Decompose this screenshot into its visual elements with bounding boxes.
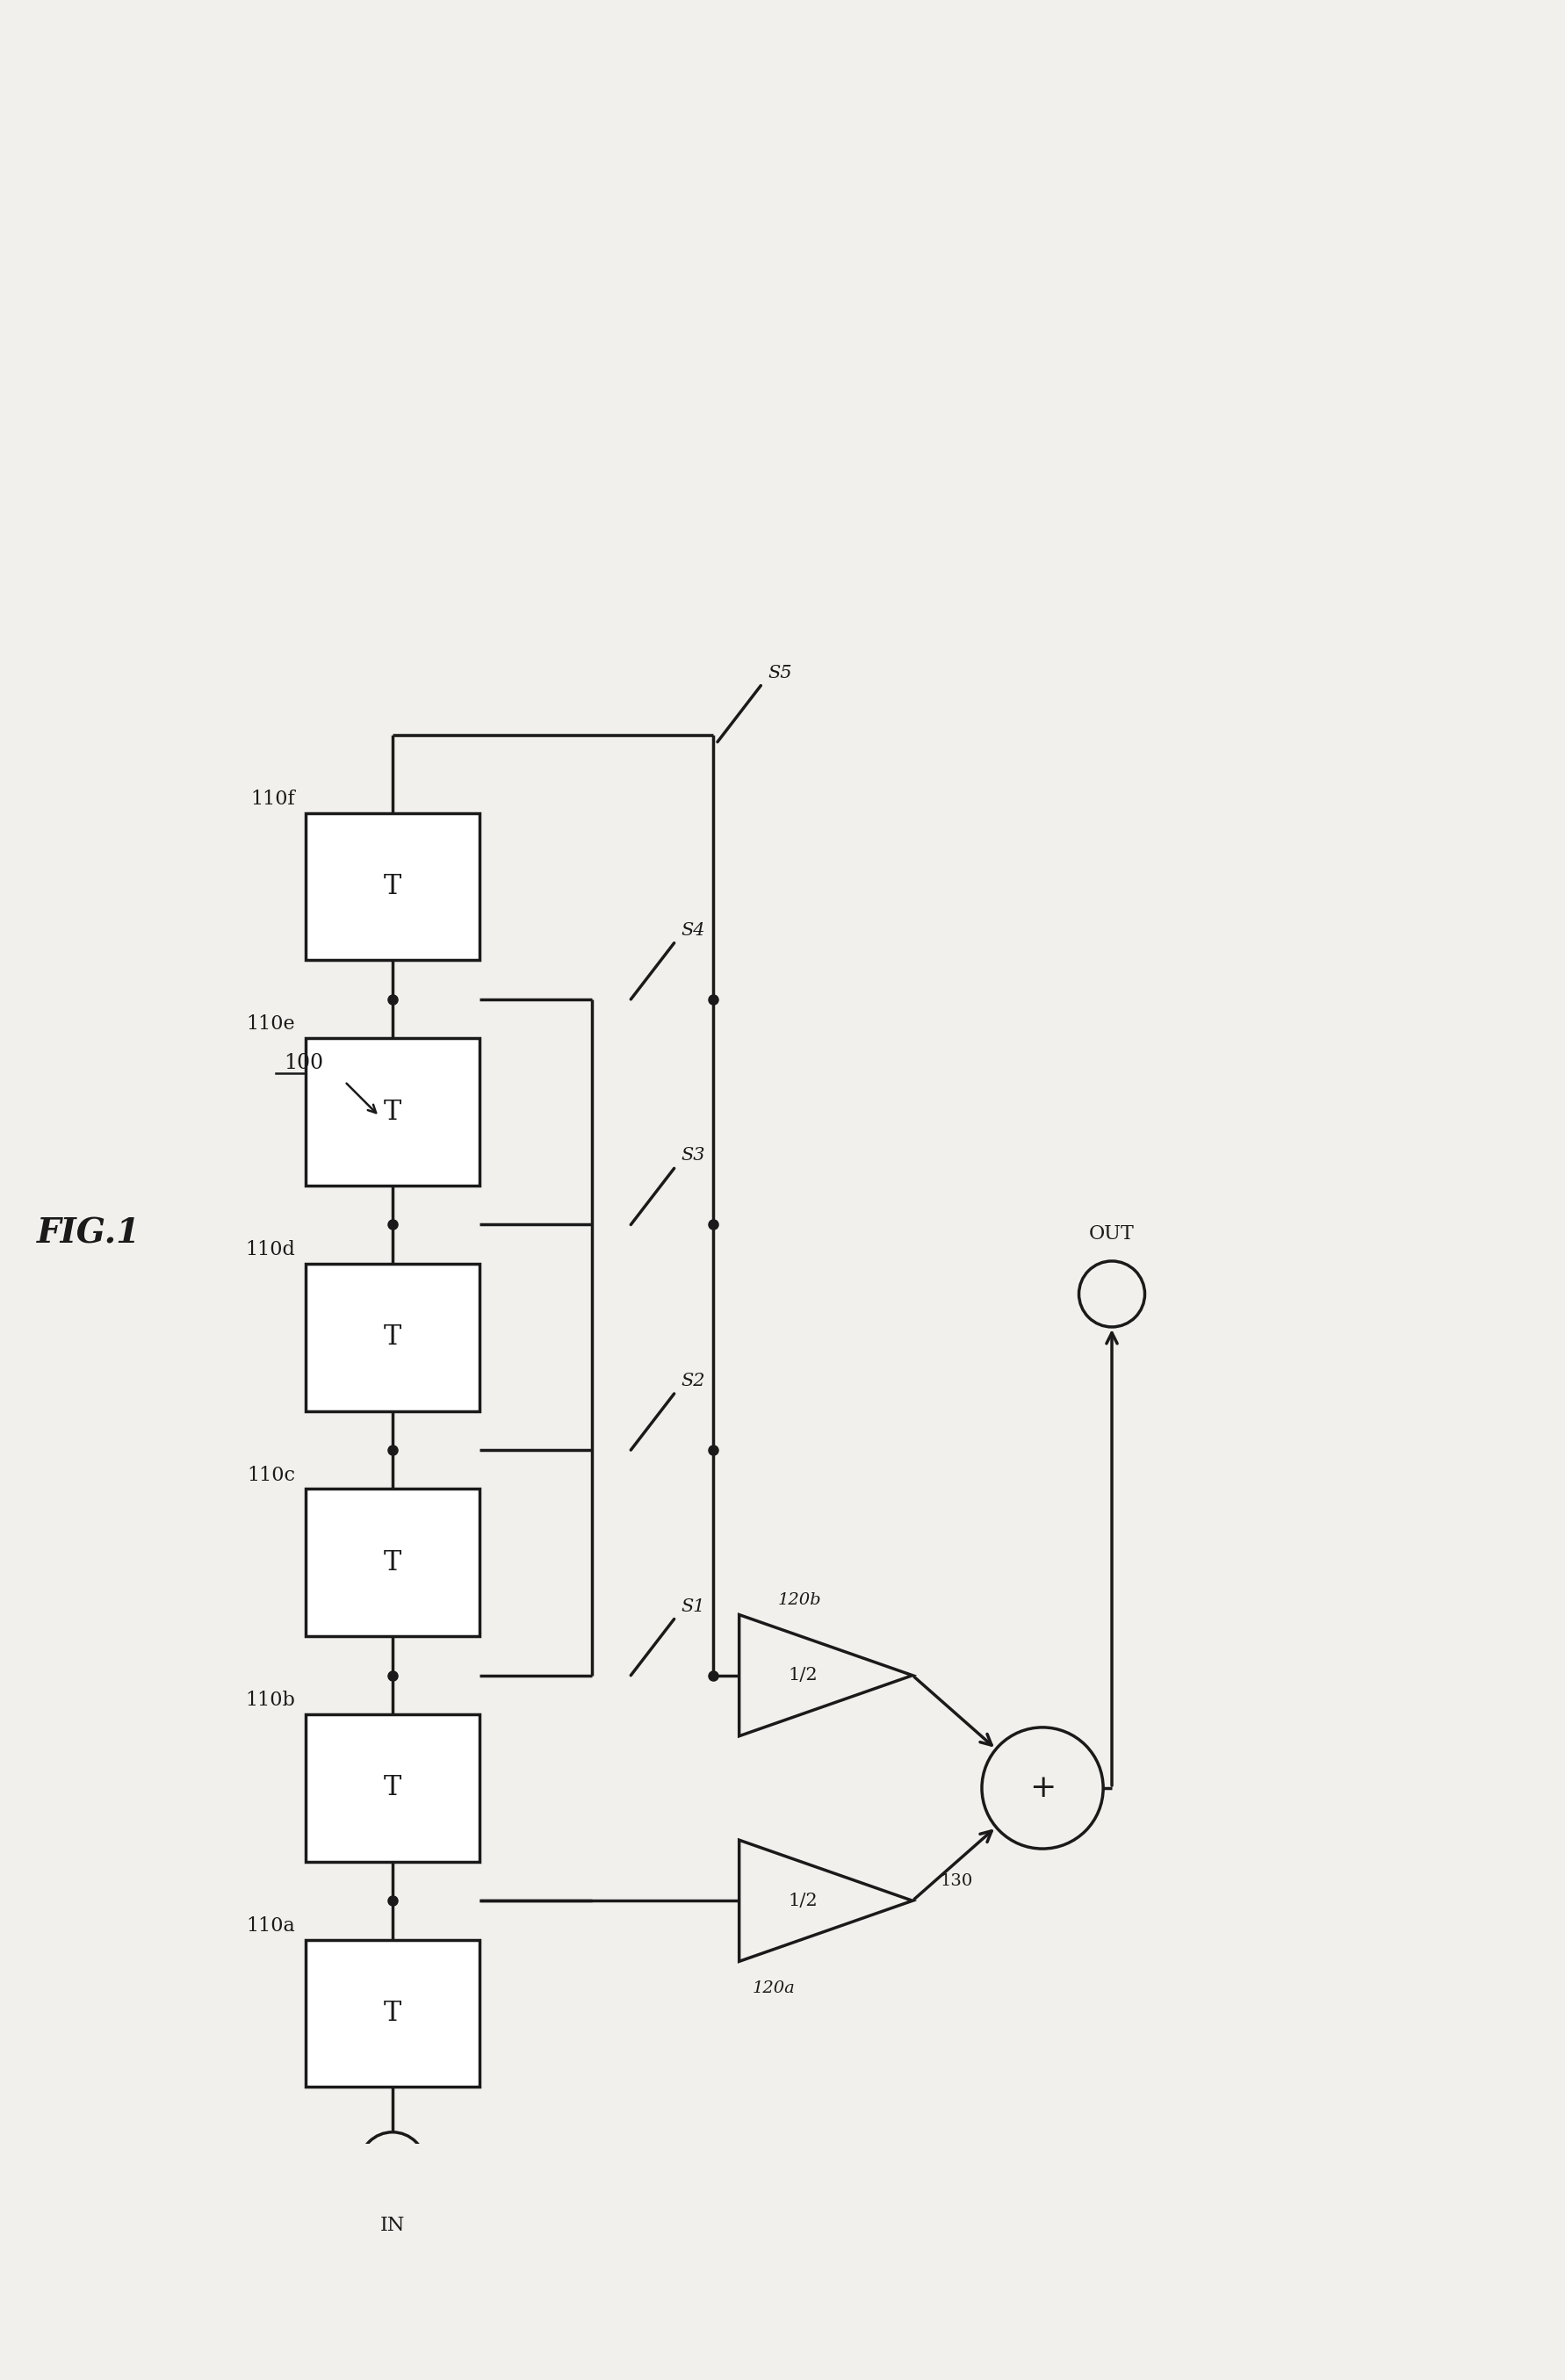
Bar (305, 1940, 479, 2087)
Text: T: T (383, 1549, 401, 1576)
Text: 1/2: 1/2 (789, 1666, 818, 1683)
Text: 110b: 110b (246, 1690, 296, 1711)
Text: 110d: 110d (246, 1240, 296, 1259)
Bar (305, 1264, 479, 1411)
Text: 120b: 120b (778, 1592, 822, 1609)
Text: S1: S1 (681, 1597, 706, 1614)
Text: FIG.1: FIG.1 (38, 1216, 141, 1250)
Text: T: T (383, 1100, 401, 1126)
Text: 1/2: 1/2 (789, 1892, 818, 1909)
Text: IN: IN (380, 2216, 405, 2235)
Text: S3: S3 (681, 1147, 706, 1164)
Text: +: + (1030, 1773, 1056, 1804)
Text: 110e: 110e (247, 1014, 296, 1033)
Text: OUT: OUT (1089, 1223, 1135, 1245)
Text: 110c: 110c (247, 1466, 296, 1485)
Text: S4: S4 (681, 921, 706, 938)
Text: S2: S2 (681, 1373, 706, 1390)
Text: S5: S5 (768, 664, 792, 681)
Bar (305, 1038, 479, 1185)
Bar (305, 1490, 479, 1637)
Text: T: T (383, 1775, 401, 1802)
Text: T: T (383, 873, 401, 900)
Text: T: T (383, 1999, 401, 2028)
Bar (305, 1714, 479, 1861)
Text: 100: 100 (285, 1052, 324, 1073)
Text: 110a: 110a (246, 1916, 296, 1935)
Text: 120a: 120a (753, 1980, 795, 1997)
Text: T: T (383, 1323, 401, 1352)
Text: 110f: 110f (250, 790, 296, 809)
Text: 130: 130 (941, 1873, 973, 1890)
Bar (305, 814, 479, 959)
